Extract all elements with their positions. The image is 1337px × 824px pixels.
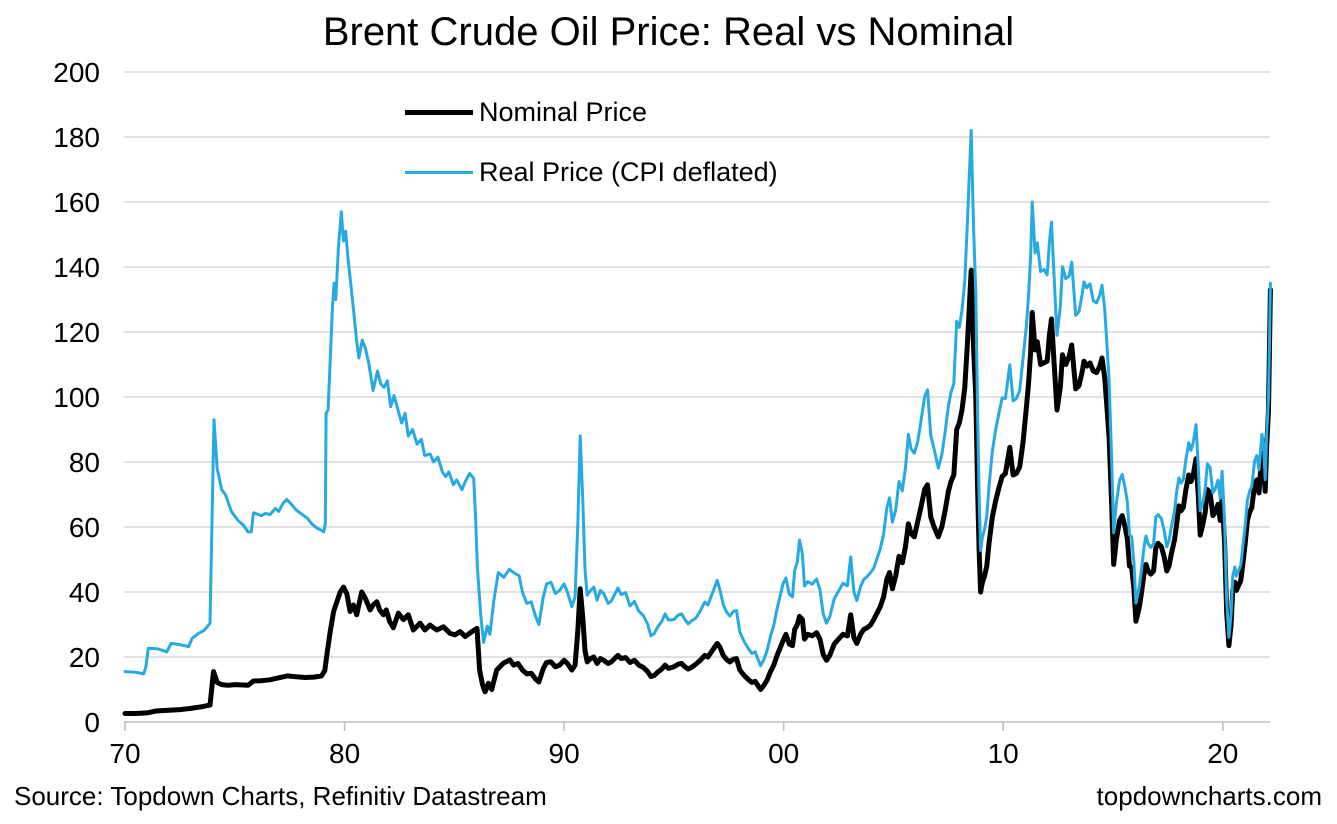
source-note: Source: Topdown Charts, Refinitiv Datast…: [14, 781, 547, 811]
y-tick-label-20: 20: [69, 642, 100, 673]
series-line-nominal: [122, 267, 1273, 716]
real-line-swatch: [405, 170, 473, 174]
chart-title: Brent Crude Oil Price: Real vs Nominal: [322, 10, 1015, 54]
nominal-line-swatch: [405, 109, 473, 115]
legend-item-nominal: Nominal Price: [405, 97, 778, 127]
legend: Nominal Price Real Price (CPI deflated): [405, 97, 778, 217]
legend-label-nominal: Nominal Price: [479, 96, 648, 127]
x-tick-label-00: 00: [768, 738, 799, 769]
y-tick-label-100: 100: [53, 382, 100, 413]
legend-label-real: Real Price (CPI deflated): [479, 156, 778, 187]
watermark: topdowncharts.com: [1096, 781, 1322, 811]
y-tick-label-140: 140: [53, 252, 100, 283]
x-tick-label-90: 90: [549, 738, 580, 769]
y-tick-label-60: 60: [69, 512, 100, 543]
y-tick-label-0: 0: [84, 707, 100, 738]
y-tick-label-80: 80: [69, 447, 100, 478]
x-tick-label-10: 10: [988, 738, 1019, 769]
y-tick-label-160: 160: [53, 187, 100, 218]
y-tick-label-120: 120: [53, 317, 100, 348]
legend-item-real: Real Price (CPI deflated): [405, 157, 778, 187]
y-tick-label-180: 180: [53, 122, 100, 153]
x-tick-label-70: 70: [109, 738, 140, 769]
y-tick-label-40: 40: [69, 577, 100, 608]
y-tick-label-200: 200: [53, 57, 100, 88]
x-tick-label-20: 20: [1207, 738, 1238, 769]
x-tick-label-80: 80: [329, 738, 360, 769]
series-line-real: [123, 129, 1272, 676]
